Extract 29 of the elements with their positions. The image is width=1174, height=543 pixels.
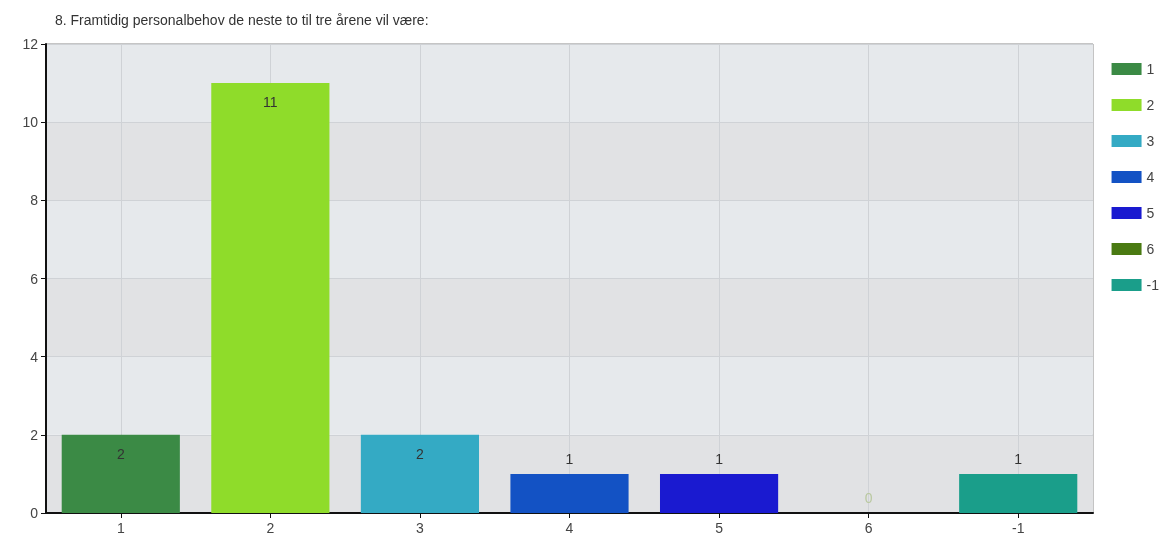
y-tick-label: 2 (30, 426, 39, 443)
y-tick-label: 12 (22, 36, 39, 52)
x-tick-label: 5 (715, 520, 724, 536)
legend-label: -1 (1146, 277, 1160, 293)
x-tick-label: 1 (116, 520, 125, 536)
data-label: 2 (116, 445, 125, 462)
legend-label: 6 (1146, 241, 1155, 257)
x-tick-label: 6 (864, 520, 873, 536)
data-label: 1 (1014, 450, 1023, 467)
x-tick-label: -1 (1011, 520, 1025, 536)
data-label: 1 (565, 450, 574, 467)
x-tick-label: 4 (565, 520, 574, 536)
legend-label: 3 (1146, 133, 1155, 149)
legend-label: 5 (1146, 205, 1155, 221)
y-tick-label: 6 (30, 270, 39, 287)
data-label: 1 (715, 450, 724, 467)
y-tick-label: 4 (30, 348, 39, 365)
data-label: 2 (416, 445, 425, 462)
legend-label: 1 (1146, 61, 1155, 77)
y-tick-label: 10 (22, 114, 39, 131)
x-tick-label: 2 (266, 520, 275, 536)
data-label: 0 (864, 490, 873, 506)
x-tick-label: 3 (416, 520, 425, 536)
y-tick-label: 8 (30, 192, 39, 209)
chart-title: 8. Framtidig personalbehov de neste to til tre årene vil være: (55, 12, 429, 28)
legend-label: 4 (1146, 169, 1155, 185)
y-tick-label: 0 (30, 505, 39, 521)
data-label: 11 (263, 94, 278, 111)
legend-label: 2 (1146, 97, 1155, 113)
